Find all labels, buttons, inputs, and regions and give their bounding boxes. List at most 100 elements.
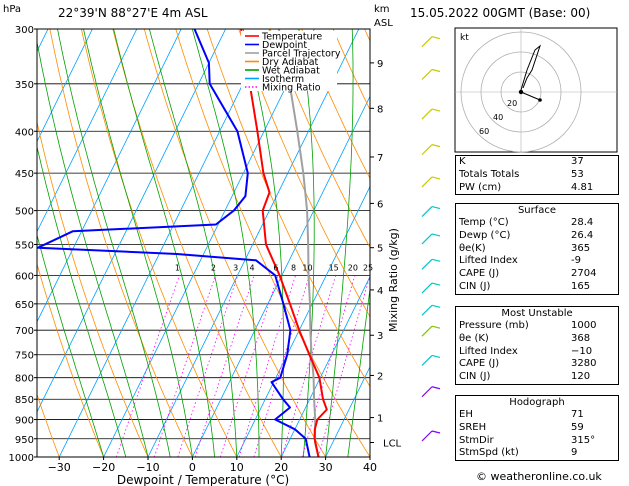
wind-barb [421, 144, 433, 156]
chart-grid [37, 29, 370, 457]
wind-barb-flag [431, 233, 441, 237]
wind-barb [421, 206, 433, 218]
chart-profiles [37, 29, 328, 457]
dry-adiabat-line [206, 29, 370, 388]
x-tick-label: 30 [319, 461, 333, 474]
wind-barb [421, 258, 433, 270]
asl-axis-label: ASL [374, 18, 393, 29]
legend-label: Mixing Ratio [262, 83, 321, 94]
chart-axes: 1 2 3 4 6 8 10 15 20 2530035040045050055060065070… [3, 4, 402, 486]
hodograph-row: SREH 59 [456, 422, 618, 435]
x-tick-label: 20 [274, 461, 288, 474]
wet-adiabat-line [83, 29, 193, 457]
pressure-tick-label: 650 [15, 300, 34, 311]
isotherm-line [37, 29, 227, 413]
wind-barb-flag [431, 325, 441, 329]
wind-barb [421, 176, 433, 188]
surface-table: Surface Temp (°C) 28.4 Dewp (°C) 26.4 θe(K) 3… [455, 203, 619, 295]
most-unstable-label: θe (K) [459, 332, 489, 344]
most-unstable-row: Pressure (mb) 1000 [456, 320, 618, 333]
mixing-ratio-label: 3 [233, 263, 238, 272]
pressure-tick-label: 750 [15, 351, 34, 362]
mixing-ratio-label: 2 [211, 263, 216, 272]
surface-value: 26.4 [571, 229, 594, 241]
surface-label: CIN (J) [459, 280, 491, 292]
dry-adiabat-line [238, 29, 370, 318]
isotherm-line [37, 29, 182, 323]
hodograph-storm-vector [520, 91, 541, 101]
hodograph-title: Hodograph [509, 397, 565, 408]
hodograph-value: 315° [571, 434, 596, 446]
wind-barb-flag [431, 176, 441, 180]
wind-barb-flag [431, 282, 441, 286]
km-axis-label: km [374, 4, 390, 15]
indices-row: PW (cm) 4.81 [456, 182, 618, 195]
surface-value: 2704 [571, 268, 597, 280]
indices-row: K 37 [456, 156, 618, 169]
indices-value: 4.81 [571, 181, 594, 193]
km-tick-label: 9 [377, 59, 383, 70]
mixing-ratio-line [318, 275, 370, 457]
mixing-ratio-axis-title: Mixing Ratio (g/kg) [387, 228, 400, 332]
wind-barb-flag [431, 258, 441, 262]
most-unstable-value: 3280 [571, 358, 597, 370]
dry-adiabat-line [112, 29, 282, 457]
mixing-ratio-line [115, 275, 180, 457]
wind-barb [421, 282, 433, 294]
dry-adiabat-line [301, 29, 370, 180]
indices-value: 37 [571, 156, 584, 167]
most-unstable-row: θe (K) 368 [456, 333, 618, 346]
hodograph-kt-label: kt [460, 33, 469, 43]
dewpoint-line [37, 29, 311, 457]
surface-value: 165 [571, 280, 591, 292]
pressure-tick-label: 950 [15, 435, 34, 446]
wet-adiabat-line [298, 29, 315, 457]
surface-label: CAPE (J) [459, 268, 500, 280]
pressure-tick-label: 500 [15, 207, 34, 218]
indices-row: Totals Totals 53 [456, 169, 618, 182]
surface-label: Dewp (°C) [459, 229, 511, 241]
surface-row: CAPE (J) 2704 [456, 268, 618, 281]
isotherm-line [191, 95, 370, 457]
pressure-tick-label: 900 [15, 416, 34, 427]
km-tick-label: 1 [377, 414, 383, 425]
mixing-ratio-line [194, 275, 255, 457]
km-tick-label: 7 [377, 153, 383, 164]
pressure-tick-label: 400 [15, 127, 34, 138]
pressure-tick-label: 450 [15, 169, 34, 180]
hodograph-label: StmSpd (kt) [459, 447, 519, 459]
mixing-ratio-label: 8 [291, 263, 296, 272]
wet-adiabat-line [191, 29, 260, 457]
pressure-tick-label: 300 [15, 25, 34, 36]
hodograph-label: EH [459, 409, 473, 420]
legend-label: Parcel Trajectory [262, 49, 341, 60]
surface-row: Temp (°C) 28.4 [456, 217, 618, 230]
most-unstable-row: CIN (J) 120 [456, 371, 618, 384]
mixing-ratio-line [301, 275, 356, 457]
surface-row: Dewp (°C) 26.4 [456, 230, 618, 243]
hodograph-storm-end [538, 98, 542, 102]
pressure-tick-label: 350 [15, 80, 34, 91]
x-tick-label: −20 [92, 461, 115, 474]
datetime-label: 15.05.2022 00GMT (Base: 00) [410, 6, 591, 20]
km-tick-label: 6 [377, 199, 383, 210]
mixing-ratio-label: 25 [363, 263, 373, 272]
hodograph-row: EH 71 [456, 409, 618, 422]
mixing-ratio-label: 20 [348, 263, 358, 272]
surface-value: 365 [571, 242, 591, 254]
hodograph-ring-label: 20 [507, 99, 517, 108]
km-tick-label: 3 [377, 331, 383, 342]
dry-adiabat-line [37, 120, 149, 457]
legend-label: Dry Adiabat [262, 57, 319, 68]
km-tick-label: 2 [377, 371, 383, 382]
wind-barb-flag [431, 206, 441, 210]
hodograph-value: 71 [571, 409, 584, 420]
wind-barb-flag [431, 386, 441, 390]
hodograph-plot: 20 40 60 kt [454, 27, 618, 153]
surface-label: Temp (°C) [459, 217, 509, 228]
km-tick-label: 4 [377, 286, 383, 297]
km-tick-label: LCL [383, 438, 402, 449]
dry-adiabat-line [80, 29, 238, 457]
wind-barb [421, 233, 433, 245]
